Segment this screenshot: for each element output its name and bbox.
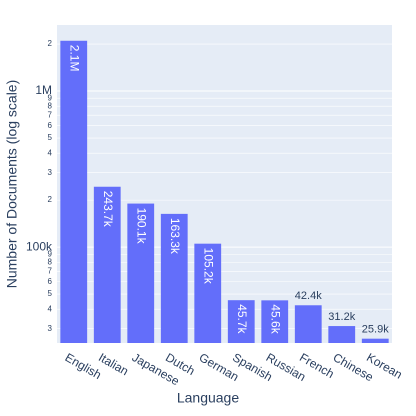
y-tick-label: 9 [48,93,53,102]
y-axis-title: Number of Documents (log scale) [4,80,20,289]
y-tick-label: 7 [48,266,53,275]
value-label: 163.3k [168,218,182,255]
value-label: 42.4k [295,290,322,302]
y-tick-label: 8 [48,101,53,110]
y-tick-label: 5 [48,289,53,298]
y-tick-label: 9 [48,249,53,258]
x-tick-label: English [63,350,104,382]
y-tick-label: 7 [48,110,53,119]
y-tick-label: 6 [48,121,53,130]
value-label: 243.7k [101,191,115,228]
value-label: 31.2k [328,311,355,323]
y-tick-label: 8 [48,257,53,266]
value-label: 190.1k [135,208,149,245]
bar [93,186,121,343]
y-tick-label: 3 [48,168,53,177]
bar [227,300,255,343]
y-tick-label: 4 [48,304,53,313]
bar [60,40,88,343]
bar [160,213,188,343]
y-tick-label: 5 [48,133,53,142]
y-tick-label: 2 [48,39,53,48]
value-label: 2.1M [68,45,82,72]
y-tick-label: 100k [26,239,53,253]
bar [361,338,389,343]
y-tick-label: 3 [48,324,53,333]
x-axis-title: Language [177,390,240,406]
bar [261,300,289,343]
value-label: 25.9k [362,324,389,336]
bar [194,243,222,343]
y-tick-label: 2 [48,195,53,204]
bar [294,305,322,343]
value-label: 45.6k [269,304,283,334]
value-label: 45.7k [235,304,249,334]
bar [328,326,356,343]
x-tick-label: Italian [96,350,131,378]
y-tick-label: 4 [48,148,53,157]
value-label: 105.2k [202,248,216,285]
y-tick-label: 1M [35,83,52,97]
y-tick-label: 6 [48,277,53,286]
bar [127,203,155,343]
